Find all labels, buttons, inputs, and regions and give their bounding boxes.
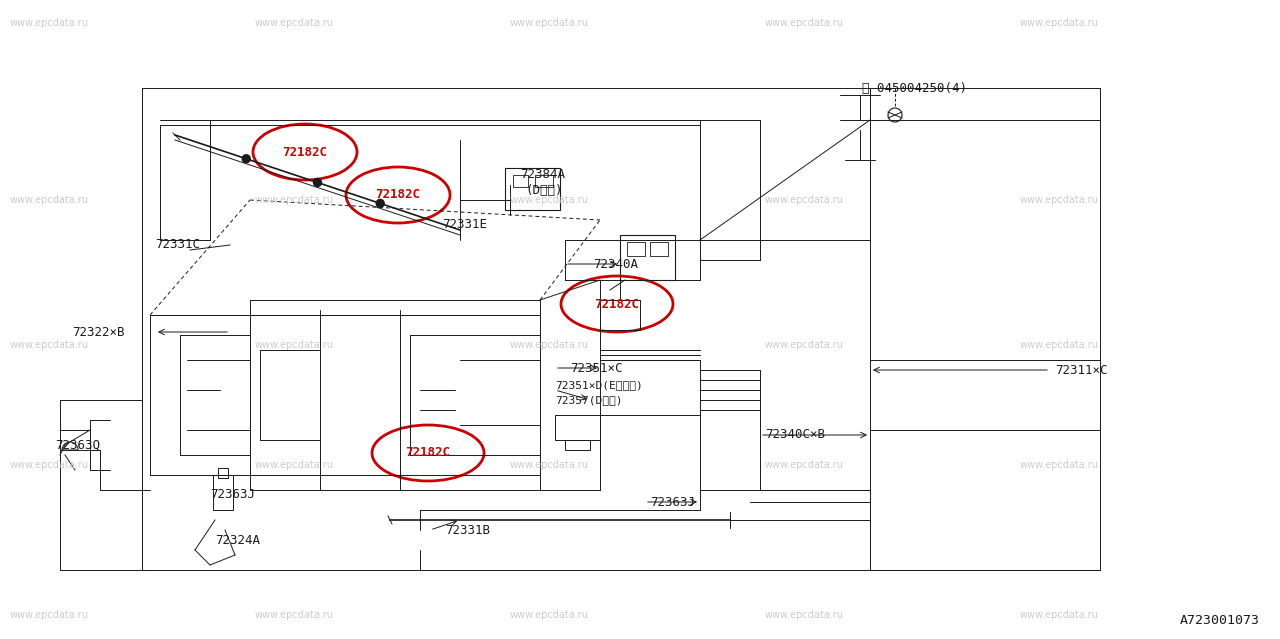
Text: www.epcdata.ru: www.epcdata.ru (765, 340, 844, 350)
Text: www.epcdata.ru: www.epcdata.ru (509, 610, 589, 620)
Text: 72331E: 72331E (442, 219, 486, 231)
Bar (535, 175, 553, 187)
Text: www.epcdata.ru: www.epcdata.ru (1020, 195, 1100, 205)
Text: www.epcdata.ru: www.epcdata.ru (10, 460, 90, 470)
Text: A723001073: A723001073 (1180, 614, 1260, 627)
Text: www.epcdata.ru: www.epcdata.ru (509, 340, 589, 350)
Text: 72322×B: 72322×B (72, 325, 124, 339)
Text: 72182C: 72182C (283, 146, 328, 158)
Bar (506, 168, 561, 210)
Text: 72340A: 72340A (593, 258, 637, 270)
Bar (620, 235, 675, 280)
Circle shape (376, 199, 384, 208)
Text: 72351×D(E年改～): 72351×D(E年改～) (556, 380, 643, 390)
Text: 72182C: 72182C (594, 298, 640, 311)
Text: www.epcdata.ru: www.epcdata.ru (1020, 460, 1100, 470)
Text: 72311×C: 72311×C (1055, 364, 1107, 376)
Text: www.epcdata.ru: www.epcdata.ru (1020, 610, 1100, 620)
Text: 72357(D年改): 72357(D年改) (556, 395, 622, 405)
Text: www.epcdata.ru: www.epcdata.ru (509, 18, 589, 28)
Text: www.epcdata.ru: www.epcdata.ru (509, 460, 589, 470)
Bar (212, 475, 233, 510)
Text: 72324A: 72324A (215, 534, 260, 546)
Text: www.epcdata.ru: www.epcdata.ru (1020, 340, 1100, 350)
Text: www.epcdata.ru: www.epcdata.ru (255, 340, 334, 350)
Text: www.epcdata.ru: www.epcdata.ru (255, 610, 334, 620)
Text: 72384A: 72384A (520, 167, 564, 180)
Text: 72340C×B: 72340C×B (765, 429, 826, 442)
Text: 72363J: 72363J (650, 495, 695, 509)
Text: (D年改): (D年改) (525, 183, 562, 197)
Text: www.epcdata.ru: www.epcdata.ru (10, 340, 90, 350)
Bar (218, 468, 228, 478)
Text: www.epcdata.ru: www.epcdata.ru (765, 460, 844, 470)
Text: www.epcdata.ru: www.epcdata.ru (255, 460, 334, 470)
Text: 72331B: 72331B (445, 523, 490, 537)
Text: www.epcdata.ru: www.epcdata.ru (255, 18, 334, 28)
Text: www.epcdata.ru: www.epcdata.ru (10, 610, 90, 620)
Bar (564, 440, 590, 450)
Text: www.epcdata.ru: www.epcdata.ru (765, 610, 844, 620)
Text: 72363J: 72363J (210, 488, 255, 502)
Text: 72351×C: 72351×C (570, 362, 622, 374)
Bar (556, 415, 600, 440)
Bar (650, 242, 668, 256)
Bar (627, 242, 645, 256)
Text: www.epcdata.ru: www.epcdata.ru (1020, 18, 1100, 28)
Text: 72182C: 72182C (406, 447, 451, 459)
Text: www.epcdata.ru: www.epcdata.ru (10, 18, 90, 28)
Text: www.epcdata.ru: www.epcdata.ru (509, 195, 589, 205)
Text: Ⓣ 045004250(4): Ⓣ 045004250(4) (861, 82, 966, 95)
Circle shape (242, 155, 251, 163)
Text: www.epcdata.ru: www.epcdata.ru (765, 195, 844, 205)
Text: 72331C: 72331C (155, 238, 200, 252)
Text: www.epcdata.ru: www.epcdata.ru (765, 18, 844, 28)
Text: www.epcdata.ru: www.epcdata.ru (255, 195, 334, 205)
Text: 72182C: 72182C (375, 189, 421, 201)
Circle shape (314, 178, 321, 187)
Text: 72363Q: 72363Q (55, 438, 100, 452)
Bar (513, 175, 529, 187)
Text: www.epcdata.ru: www.epcdata.ru (10, 195, 90, 205)
